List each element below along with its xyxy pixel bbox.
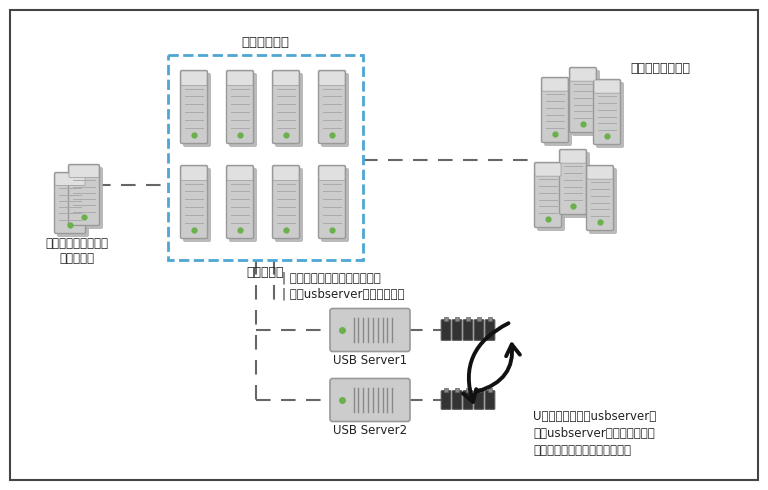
Text: 前置机虚拟化: 前置机虚拟化: [241, 36, 290, 49]
FancyBboxPatch shape: [319, 166, 346, 239]
FancyBboxPatch shape: [273, 71, 299, 86]
FancyBboxPatch shape: [276, 169, 303, 242]
FancyBboxPatch shape: [474, 319, 484, 340]
FancyBboxPatch shape: [441, 319, 451, 340]
FancyBboxPatch shape: [452, 391, 462, 409]
Bar: [488, 317, 492, 320]
FancyBboxPatch shape: [441, 391, 451, 409]
FancyBboxPatch shape: [276, 74, 303, 147]
FancyBboxPatch shape: [485, 319, 495, 340]
FancyBboxPatch shape: [227, 71, 253, 144]
FancyBboxPatch shape: [560, 149, 587, 215]
FancyBboxPatch shape: [184, 169, 210, 242]
FancyBboxPatch shape: [570, 68, 596, 81]
FancyBboxPatch shape: [273, 166, 299, 181]
FancyBboxPatch shape: [55, 172, 85, 234]
FancyBboxPatch shape: [330, 309, 410, 351]
FancyBboxPatch shape: [542, 78, 568, 91]
FancyBboxPatch shape: [68, 165, 100, 225]
FancyBboxPatch shape: [69, 165, 99, 177]
FancyBboxPatch shape: [562, 152, 590, 218]
FancyBboxPatch shape: [538, 166, 564, 230]
FancyBboxPatch shape: [463, 391, 473, 409]
FancyBboxPatch shape: [594, 79, 621, 145]
FancyBboxPatch shape: [230, 74, 257, 147]
FancyBboxPatch shape: [560, 150, 586, 163]
Text: 各个银行数据中心: 各个银行数据中心: [630, 62, 690, 74]
FancyBboxPatch shape: [594, 80, 620, 93]
FancyBboxPatch shape: [319, 71, 346, 144]
Text: 两台usbserver相互备机以应对: 两台usbserver相互备机以应对: [533, 427, 655, 440]
Bar: [466, 317, 470, 320]
FancyBboxPatch shape: [273, 71, 300, 144]
FancyBboxPatch shape: [587, 166, 614, 230]
FancyArrowPatch shape: [478, 344, 520, 392]
FancyBboxPatch shape: [322, 169, 349, 242]
FancyBboxPatch shape: [181, 71, 207, 86]
FancyBboxPatch shape: [180, 71, 207, 144]
Bar: [477, 317, 482, 320]
FancyBboxPatch shape: [322, 74, 349, 147]
FancyBboxPatch shape: [590, 169, 617, 234]
FancyBboxPatch shape: [71, 168, 102, 228]
FancyArrowPatch shape: [463, 323, 508, 402]
Bar: [455, 317, 459, 320]
Bar: [488, 389, 492, 392]
FancyBboxPatch shape: [227, 166, 253, 239]
FancyBboxPatch shape: [535, 163, 561, 176]
FancyBboxPatch shape: [541, 77, 568, 143]
FancyBboxPatch shape: [180, 166, 207, 239]
FancyBboxPatch shape: [227, 71, 253, 86]
FancyBboxPatch shape: [572, 71, 600, 136]
FancyBboxPatch shape: [227, 166, 253, 181]
FancyBboxPatch shape: [535, 163, 561, 227]
Text: 网银前置机: 网银前置机: [247, 266, 284, 279]
Text: | 每个前置机内都分别连接加载: | 每个前置机内都分别连接加载: [282, 271, 380, 285]
FancyBboxPatch shape: [58, 175, 88, 237]
FancyBboxPatch shape: [55, 173, 85, 185]
FancyBboxPatch shape: [184, 74, 210, 147]
Bar: [168, 55, 363, 260]
FancyBboxPatch shape: [452, 319, 462, 340]
Bar: [455, 389, 459, 392]
FancyBboxPatch shape: [587, 166, 613, 179]
FancyBboxPatch shape: [463, 319, 473, 340]
FancyBboxPatch shape: [597, 82, 624, 147]
Text: USB Server1: USB Server1: [333, 354, 407, 367]
Bar: [444, 317, 449, 320]
Bar: [444, 389, 449, 392]
Bar: [477, 389, 482, 392]
FancyBboxPatch shape: [570, 68, 597, 132]
FancyBboxPatch shape: [330, 378, 410, 421]
FancyBboxPatch shape: [474, 391, 484, 409]
FancyBboxPatch shape: [319, 166, 345, 181]
Text: 极端情况下不影响重要业务进行: 极端情况下不影响重要业务进行: [533, 444, 631, 457]
Text: 企业应用及银企直联
系统服务器: 企业应用及银企直联 系统服务器: [45, 237, 108, 265]
FancyBboxPatch shape: [545, 80, 571, 146]
FancyBboxPatch shape: [485, 391, 495, 409]
FancyBboxPatch shape: [181, 166, 207, 181]
FancyBboxPatch shape: [273, 166, 300, 239]
FancyBboxPatch shape: [230, 169, 257, 242]
Text: U盾分散插在两台usbserver上: U盾分散插在两台usbserver上: [533, 410, 656, 423]
FancyBboxPatch shape: [319, 71, 345, 86]
Text: | 两个usbserver中的不同端口: | 两个usbserver中的不同端口: [282, 288, 404, 300]
Bar: [466, 389, 470, 392]
Text: USB Server2: USB Server2: [333, 424, 407, 437]
